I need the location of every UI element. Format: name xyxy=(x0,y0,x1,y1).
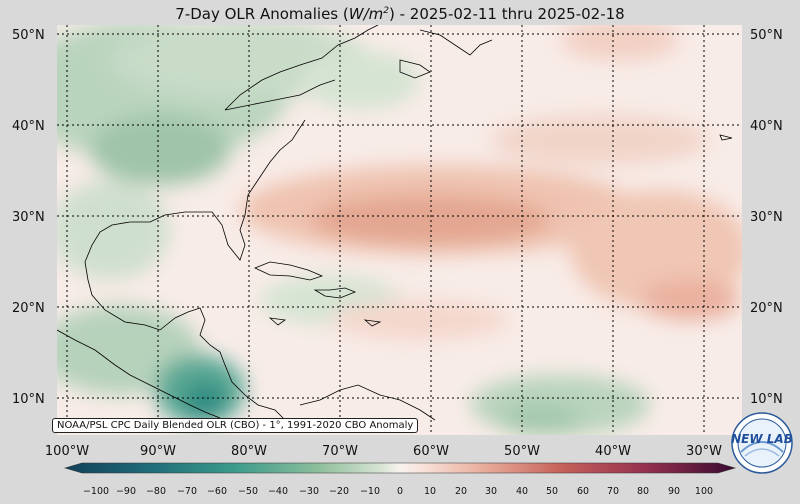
lon-label: 80°W xyxy=(231,444,267,459)
lat-label-right: 10°N xyxy=(750,392,783,407)
colorbar-tick: 10 xyxy=(424,486,436,497)
colorbar xyxy=(63,462,737,474)
colorbar-tick: −60 xyxy=(207,486,227,497)
colorbar-tick: 100 xyxy=(695,486,713,497)
colorbar-tick: −70 xyxy=(177,486,197,497)
colorbar-tick: 70 xyxy=(607,486,619,497)
lat-label-right: 30°N xyxy=(750,210,783,225)
colorbar-tick: −20 xyxy=(329,486,349,497)
lon-label: 100°W xyxy=(45,444,89,459)
data-source-label: NOAA/PSL CPC Daily Blended OLR (CBO) - 1… xyxy=(52,418,419,433)
colorbar-tick: −10 xyxy=(360,486,380,497)
anomaly-field xyxy=(57,25,742,435)
lat-label-right: 50°N xyxy=(750,28,783,43)
lon-label: 60°W xyxy=(413,444,449,459)
lat-label-left: 40°N xyxy=(12,119,45,134)
colorbar-tick: 20 xyxy=(455,486,467,497)
svg-text:NEW LAB: NEW LAB xyxy=(731,432,793,446)
lon-label: 30°W xyxy=(686,444,722,459)
graticule xyxy=(57,25,742,435)
lat-label-left: 30°N xyxy=(12,210,45,225)
lat-label-left: 50°N xyxy=(12,28,45,43)
lon-label: 90°W xyxy=(140,444,176,459)
colorbar-tick: 50 xyxy=(546,486,558,497)
psl-logo-icon: NEW LAB xyxy=(731,412,793,474)
lon-label: 70°W xyxy=(322,444,358,459)
lat-label-left: 20°N xyxy=(12,301,45,316)
colorbar-tick: −50 xyxy=(238,486,258,497)
lon-label: 50°W xyxy=(504,444,540,459)
colorbar-tick: −40 xyxy=(268,486,288,497)
colorbar-bar xyxy=(63,462,737,474)
colorbar-tick: 0 xyxy=(397,486,403,497)
lat-label-right: 40°N xyxy=(750,119,783,134)
lat-label-right: 20°N xyxy=(750,301,783,316)
colorbar-tick: −80 xyxy=(146,486,166,497)
colorbar-tick: 90 xyxy=(668,486,680,497)
colorbar-tick: 40 xyxy=(516,486,528,497)
map-title: 7-Day OLR Anomalies (W/m2) - 2025-02-11 … xyxy=(175,5,625,23)
colorbar-tick: −100 xyxy=(83,486,109,497)
colorbar-tick: 60 xyxy=(577,486,589,497)
colorbar-tick: −30 xyxy=(299,486,319,497)
colorbar-tick: −90 xyxy=(116,486,136,497)
lon-label: 40°W xyxy=(595,444,631,459)
lat-label-left: 10°N xyxy=(12,392,45,407)
colorbar-tick: 80 xyxy=(637,486,649,497)
colorbar-tick: 30 xyxy=(485,486,497,497)
